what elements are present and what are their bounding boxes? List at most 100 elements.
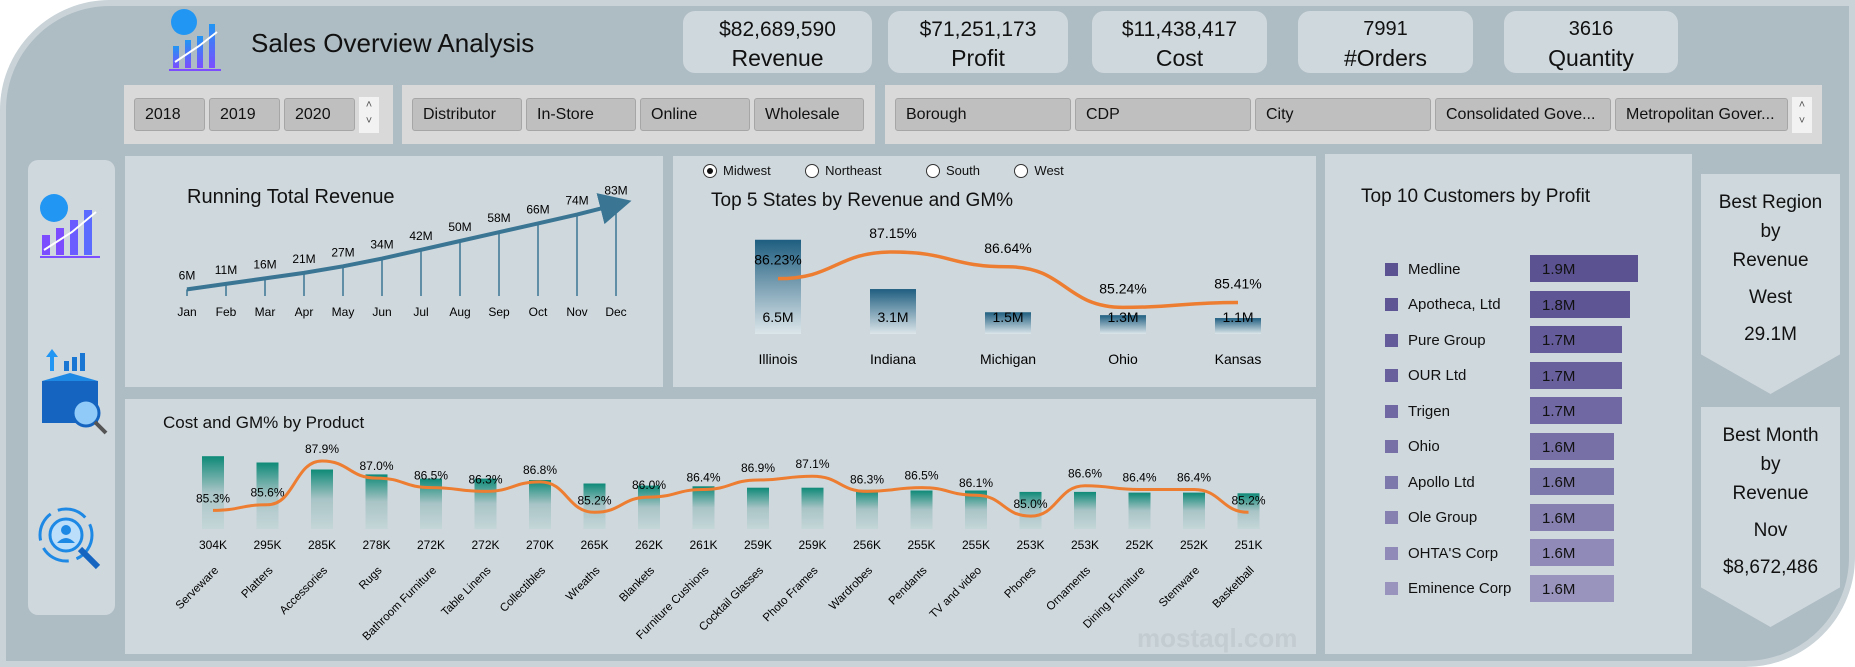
slicer-scroll[interactable]: ˄ ˅ (1792, 96, 1812, 133)
state-label: Kansas (1215, 351, 1262, 367)
cost-label: 255K (907, 538, 935, 552)
cost-label: 251K (1234, 538, 1262, 552)
top-states-title: Top 5 States by Revenue and GM% (711, 190, 1014, 211)
x-tick-label: Aug (449, 305, 470, 319)
gm-label: 86.23% (754, 252, 801, 268)
kpi-card-profit: $71,251,173 Profit (888, 11, 1068, 73)
revenue-bar (985, 312, 1031, 334)
gm-label: 85.41% (1214, 275, 1261, 291)
legend-swatch (1385, 511, 1398, 524)
cost-label: 252K (1125, 538, 1153, 552)
cost-label: 285K (308, 538, 336, 552)
sidebar (28, 160, 115, 615)
city-type-city-button[interactable]: City (1255, 98, 1431, 131)
cost-label: 259K (798, 538, 826, 552)
channel-online-button[interactable]: Online (640, 98, 750, 131)
cost-bar (638, 485, 660, 529)
legend-swatch (1385, 298, 1398, 311)
revenue-bar (1100, 315, 1146, 334)
legend-swatch (1385, 546, 1398, 560)
profit-bar: 1.6M (1530, 539, 1614, 566)
legend-swatch (1385, 475, 1398, 489)
cost-bar (529, 480, 551, 529)
x-tick-label: Jan (177, 305, 196, 319)
customer-name: OHTA'S Corp (1408, 544, 1499, 562)
customer-search-icon[interactable] (36, 505, 108, 577)
gm-label: 86.4% (1177, 471, 1211, 485)
customer-name: Ole Group (1408, 509, 1478, 526)
customer-row: OHTA'S Corp (1385, 539, 1498, 567)
cost-label: 270K (526, 538, 554, 552)
radio-south[interactable]: South (925, 163, 980, 178)
customer-row: OUR Ltd (1385, 362, 1466, 390)
slicer-scroll[interactable]: ˄ ˅ (359, 96, 379, 133)
watermark: mostaql.com (1137, 623, 1298, 653)
profit-bar: 1.9M (1530, 255, 1638, 282)
cost-bar (1183, 492, 1205, 529)
legend-swatch (1385, 404, 1398, 418)
customer-row: Apotheca, Ltd (1385, 291, 1501, 319)
customer-name: OUR Ltd (1408, 367, 1467, 384)
city-type-cdp-button[interactable]: CDP (1075, 98, 1251, 131)
customer-row: Pure Group (1385, 326, 1486, 354)
radio-west[interactable]: West (1014, 163, 1064, 178)
cost-label: 253K (1071, 538, 1099, 552)
data-label: 11M (215, 263, 237, 277)
kpi-card-cost: $11,438,417 Cost (1092, 11, 1267, 73)
profit-bar: 1.6M (1530, 432, 1614, 460)
year-slicer: 2018 2019 2020 ˄ ˅ (124, 85, 393, 144)
gm-label: 85.3% (196, 491, 230, 505)
product-analysis-icon[interactable] (36, 345, 111, 440)
cost-bar (692, 486, 715, 529)
channel-instore-button[interactable]: In-Store (526, 98, 636, 131)
channel-distributor-button[interactable]: Distributor (412, 98, 522, 131)
radio-midwest[interactable]: Midwest (703, 163, 771, 178)
customer-row: Ohio (1385, 433, 1440, 461)
x-tick-label: Oct (529, 305, 548, 319)
product-label: Basketball (1211, 565, 1257, 611)
kpi-label: Quantity (1548, 45, 1634, 71)
customer-row: Eminence Corp (1385, 575, 1511, 603)
kpi-value: $71,251,173 (919, 18, 1037, 41)
best-region-card: Best Region by Revenue West 29.1M (1701, 174, 1840, 394)
cost-label: 253K (1016, 538, 1044, 552)
chart-logo-icon (169, 9, 221, 71)
revenue-bar (755, 239, 801, 334)
channel-wholesale-button[interactable]: Wholesale (754, 98, 864, 131)
dashboard-chart-icon[interactable] (36, 190, 106, 260)
year-2018-button[interactable]: 2018 (134, 98, 205, 131)
product-label: Phones (1003, 564, 1039, 600)
cost-label: 265K (580, 538, 608, 552)
cost-label: 256K (853, 538, 881, 552)
product-label: Pendants (887, 564, 930, 607)
best-region-label: Best Region (1718, 192, 1823, 213)
revenue-bar (870, 289, 916, 334)
customer-name: Ohio (1408, 438, 1440, 455)
kpi-label: Revenue (731, 45, 824, 71)
year-2019-button[interactable]: 2019 (209, 98, 280, 131)
cost-bar (747, 487, 769, 529)
cost-label: 272K (417, 538, 445, 552)
gm-label: 87.0% (359, 459, 393, 473)
city-type-consolidated-button[interactable]: Consolidated Gove... (1435, 98, 1611, 131)
cost-bar (1128, 492, 1151, 529)
data-label: 6M (179, 268, 196, 282)
gm-label: 85.0% (1013, 497, 1047, 511)
city-type-borough-button[interactable]: Borough (895, 98, 1071, 131)
legend-swatch (1385, 262, 1398, 276)
gm-label: 86.5% (414, 469, 448, 483)
year-2020-button[interactable]: 2020 (284, 98, 355, 131)
radio-northeast[interactable]: Northeast (805, 163, 882, 178)
data-label: 66M (526, 202, 549, 216)
product-label: Accessories (278, 564, 330, 616)
gm-label: 86.3% (468, 472, 502, 486)
kpi-label: Profit (951, 45, 1005, 71)
best-month-label: Revenue (1732, 483, 1809, 504)
best-region-value: 29.1M (1744, 324, 1797, 345)
city-type-metropolitan-button[interactable]: Metropolitan Gover... (1615, 98, 1788, 131)
cost-label: 278K (362, 538, 390, 552)
cost-label: 262K (635, 538, 663, 552)
cost-label: 304K (199, 538, 227, 552)
cost-label: 255K (962, 538, 990, 552)
product-label: Stemware (1157, 565, 1202, 610)
